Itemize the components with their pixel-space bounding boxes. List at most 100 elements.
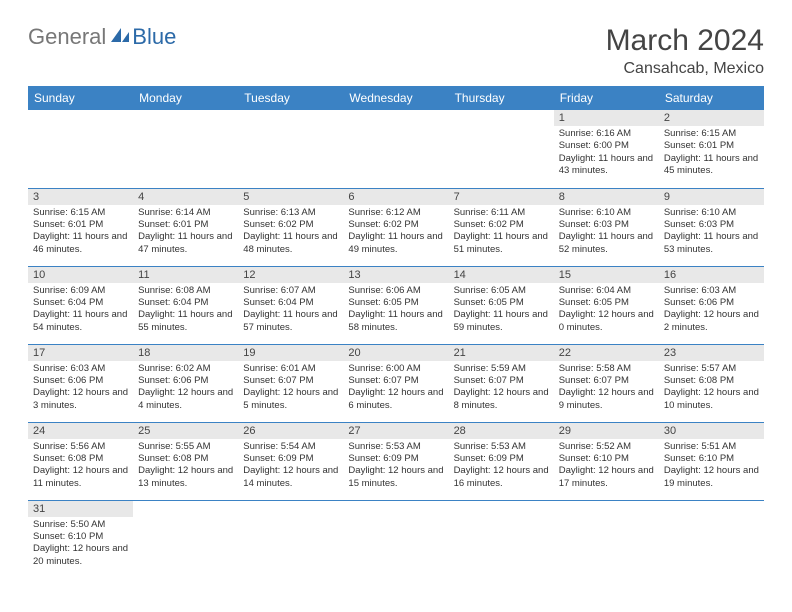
sunrise-text: Sunrise: 5:51 AM xyxy=(664,441,759,453)
day-details: Sunrise: 6:16 AMSunset: 6:00 PMDaylight:… xyxy=(554,126,659,181)
daylight-text: Daylight: 11 hours and 53 minutes. xyxy=(664,231,759,256)
day-number: 15 xyxy=(554,267,659,283)
day-details: Sunrise: 6:10 AMSunset: 6:03 PMDaylight:… xyxy=(659,205,764,260)
day-number: 16 xyxy=(659,267,764,283)
day-details: Sunrise: 6:14 AMSunset: 6:01 PMDaylight:… xyxy=(133,205,238,260)
sunrise-text: Sunrise: 6:09 AM xyxy=(33,285,128,297)
sunset-text: Sunset: 6:05 PM xyxy=(348,297,443,309)
sunrise-text: Sunrise: 5:59 AM xyxy=(454,363,549,375)
calendar-day-cell: 19Sunrise: 6:01 AMSunset: 6:07 PMDayligh… xyxy=(238,344,343,422)
calendar-day-cell xyxy=(659,500,764,578)
calendar-day-cell: 14Sunrise: 6:05 AMSunset: 6:05 PMDayligh… xyxy=(449,266,554,344)
day-number: 25 xyxy=(133,423,238,439)
day-details: Sunrise: 6:13 AMSunset: 6:02 PMDaylight:… xyxy=(238,205,343,260)
daylight-text: Daylight: 11 hours and 49 minutes. xyxy=(348,231,443,256)
day-number: 10 xyxy=(28,267,133,283)
sunrise-text: Sunrise: 6:08 AM xyxy=(138,285,233,297)
day-details: Sunrise: 6:09 AMSunset: 6:04 PMDaylight:… xyxy=(28,283,133,338)
day-details: Sunrise: 6:03 AMSunset: 6:06 PMDaylight:… xyxy=(28,361,133,416)
calendar-week-row: 31Sunrise: 5:50 AMSunset: 6:10 PMDayligh… xyxy=(28,500,764,578)
location: Cansahcab, Mexico xyxy=(606,60,764,78)
weekday-header: Thursday xyxy=(449,86,554,110)
sunset-text: Sunset: 6:02 PM xyxy=(348,219,443,231)
daylight-text: Daylight: 12 hours and 4 minutes. xyxy=(138,387,233,412)
daylight-text: Daylight: 12 hours and 17 minutes. xyxy=(559,465,654,490)
day-details: Sunrise: 6:01 AMSunset: 6:07 PMDaylight:… xyxy=(238,361,343,416)
calendar-day-cell xyxy=(133,110,238,188)
calendar-day-cell xyxy=(554,500,659,578)
calendar-day-cell: 29Sunrise: 5:52 AMSunset: 6:10 PMDayligh… xyxy=(554,422,659,500)
calendar-day-cell: 2Sunrise: 6:15 AMSunset: 6:01 PMDaylight… xyxy=(659,110,764,188)
sunrise-text: Sunrise: 6:12 AM xyxy=(348,207,443,219)
sunset-text: Sunset: 6:02 PM xyxy=(243,219,338,231)
daylight-text: Daylight: 12 hours and 2 minutes. xyxy=(664,309,759,334)
day-number: 31 xyxy=(28,501,133,517)
calendar-day-cell: 1Sunrise: 6:16 AMSunset: 6:00 PMDaylight… xyxy=(554,110,659,188)
day-details: Sunrise: 6:06 AMSunset: 6:05 PMDaylight:… xyxy=(343,283,448,338)
sunrise-text: Sunrise: 6:05 AM xyxy=(454,285,549,297)
day-details: Sunrise: 6:15 AMSunset: 6:01 PMDaylight:… xyxy=(659,126,764,181)
calendar-week-row: 17Sunrise: 6:03 AMSunset: 6:06 PMDayligh… xyxy=(28,344,764,422)
day-number: 29 xyxy=(554,423,659,439)
daylight-text: Daylight: 12 hours and 8 minutes. xyxy=(454,387,549,412)
day-details: Sunrise: 6:04 AMSunset: 6:05 PMDaylight:… xyxy=(554,283,659,338)
calendar-day-cell: 21Sunrise: 5:59 AMSunset: 6:07 PMDayligh… xyxy=(449,344,554,422)
calendar-day-cell: 4Sunrise: 6:14 AMSunset: 6:01 PMDaylight… xyxy=(133,188,238,266)
day-number: 18 xyxy=(133,345,238,361)
calendar-day-cell xyxy=(343,110,448,188)
sunrise-text: Sunrise: 6:03 AM xyxy=(33,363,128,375)
sunset-text: Sunset: 6:10 PM xyxy=(33,531,128,543)
sunset-text: Sunset: 6:08 PM xyxy=(664,375,759,387)
daylight-text: Daylight: 11 hours and 57 minutes. xyxy=(243,309,338,334)
sunset-text: Sunset: 6:07 PM xyxy=(454,375,549,387)
sunset-text: Sunset: 6:06 PM xyxy=(33,375,128,387)
sunrise-text: Sunrise: 5:56 AM xyxy=(33,441,128,453)
sunset-text: Sunset: 6:04 PM xyxy=(33,297,128,309)
calendar-day-cell xyxy=(133,500,238,578)
day-details: Sunrise: 5:55 AMSunset: 6:08 PMDaylight:… xyxy=(133,439,238,494)
sunset-text: Sunset: 6:06 PM xyxy=(138,375,233,387)
calendar-day-cell: 28Sunrise: 5:53 AMSunset: 6:09 PMDayligh… xyxy=(449,422,554,500)
daylight-text: Daylight: 12 hours and 9 minutes. xyxy=(559,387,654,412)
sunrise-text: Sunrise: 6:10 AM xyxy=(559,207,654,219)
day-details: Sunrise: 5:53 AMSunset: 6:09 PMDaylight:… xyxy=(343,439,448,494)
calendar-day-cell: 8Sunrise: 6:10 AMSunset: 6:03 PMDaylight… xyxy=(554,188,659,266)
day-number: 20 xyxy=(343,345,448,361)
brand-part1: General xyxy=(28,24,106,50)
calendar-week-row: 1Sunrise: 6:16 AMSunset: 6:00 PMDaylight… xyxy=(28,110,764,188)
calendar-day-cell: 11Sunrise: 6:08 AMSunset: 6:04 PMDayligh… xyxy=(133,266,238,344)
weekday-header: Saturday xyxy=(659,86,764,110)
day-details: Sunrise: 5:57 AMSunset: 6:08 PMDaylight:… xyxy=(659,361,764,416)
calendar-day-cell xyxy=(343,500,448,578)
day-details: Sunrise: 5:59 AMSunset: 6:07 PMDaylight:… xyxy=(449,361,554,416)
sunrise-text: Sunrise: 6:15 AM xyxy=(664,128,759,140)
day-details: Sunrise: 6:08 AMSunset: 6:04 PMDaylight:… xyxy=(133,283,238,338)
sunrise-text: Sunrise: 6:03 AM xyxy=(664,285,759,297)
day-details: Sunrise: 6:10 AMSunset: 6:03 PMDaylight:… xyxy=(554,205,659,260)
sunrise-text: Sunrise: 6:01 AM xyxy=(243,363,338,375)
weekday-header: Wednesday xyxy=(343,86,448,110)
calendar-week-row: 3Sunrise: 6:15 AMSunset: 6:01 PMDaylight… xyxy=(28,188,764,266)
day-number: 21 xyxy=(449,345,554,361)
sunset-text: Sunset: 6:09 PM xyxy=(243,453,338,465)
daylight-text: Daylight: 11 hours and 48 minutes. xyxy=(243,231,338,256)
day-number: 12 xyxy=(238,267,343,283)
day-number: 3 xyxy=(28,189,133,205)
calendar-day-cell: 18Sunrise: 6:02 AMSunset: 6:06 PMDayligh… xyxy=(133,344,238,422)
day-number: 11 xyxy=(133,267,238,283)
brand-part2: Blue xyxy=(132,24,176,50)
daylight-text: Daylight: 12 hours and 15 minutes. xyxy=(348,465,443,490)
sunrise-text: Sunrise: 6:16 AM xyxy=(559,128,654,140)
sunrise-text: Sunrise: 5:55 AM xyxy=(138,441,233,453)
sunset-text: Sunset: 6:08 PM xyxy=(138,453,233,465)
calendar-day-cell: 26Sunrise: 5:54 AMSunset: 6:09 PMDayligh… xyxy=(238,422,343,500)
day-number: 23 xyxy=(659,345,764,361)
day-details: Sunrise: 6:07 AMSunset: 6:04 PMDaylight:… xyxy=(238,283,343,338)
daylight-text: Daylight: 11 hours and 59 minutes. xyxy=(454,309,549,334)
sunset-text: Sunset: 6:04 PM xyxy=(138,297,233,309)
sunset-text: Sunset: 6:07 PM xyxy=(243,375,338,387)
calendar-day-cell xyxy=(28,110,133,188)
day-number: 28 xyxy=(449,423,554,439)
day-number: 17 xyxy=(28,345,133,361)
calendar-day-cell: 13Sunrise: 6:06 AMSunset: 6:05 PMDayligh… xyxy=(343,266,448,344)
